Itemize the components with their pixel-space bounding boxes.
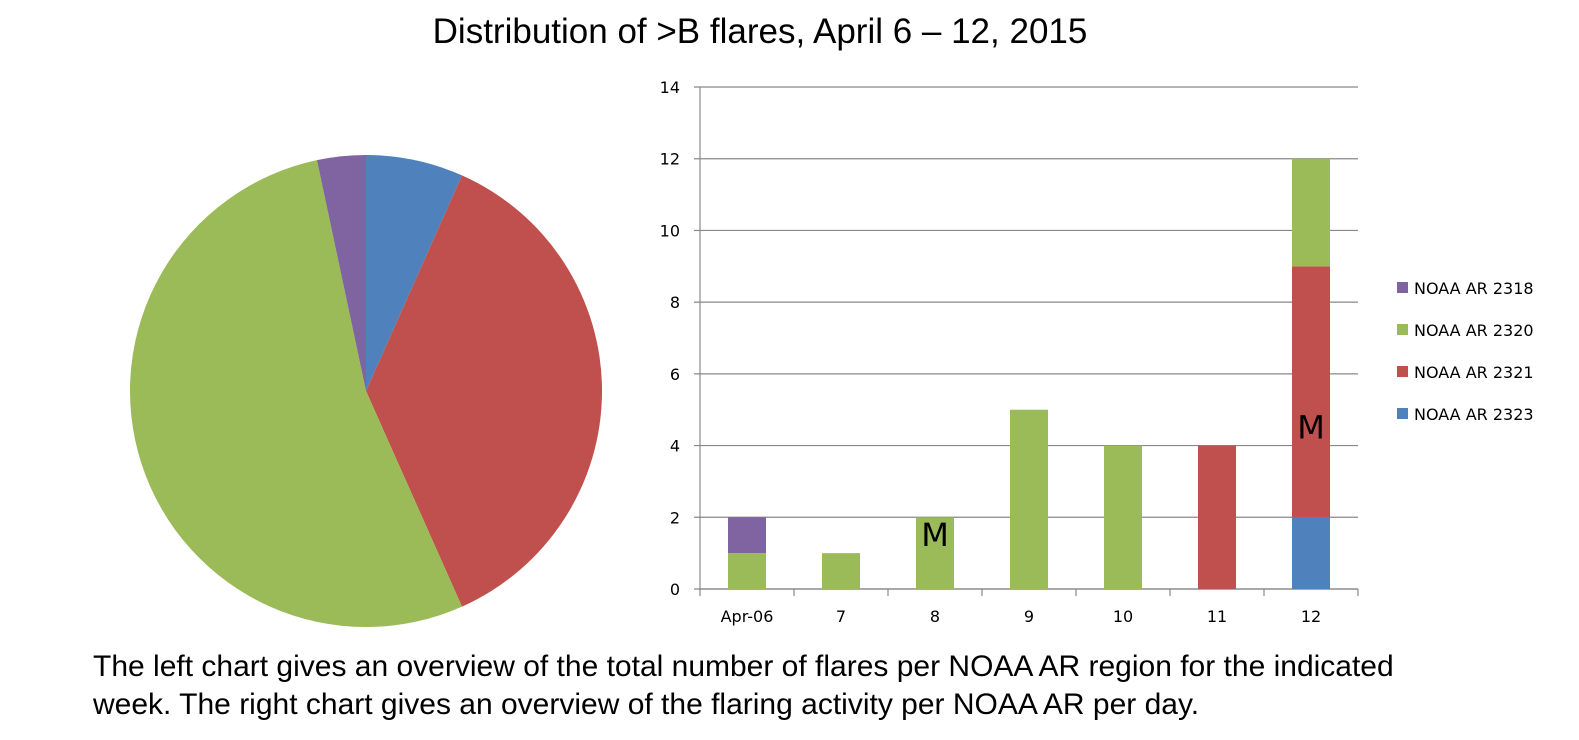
bar-12-noaa-ar-2323 xyxy=(1292,517,1330,589)
y-tick-label: 14 xyxy=(660,78,680,97)
pie-slice-noaa-ar-2321 xyxy=(366,175,602,607)
x-tick-label: 10 xyxy=(1113,607,1133,626)
y-tick-label: 8 xyxy=(670,293,680,312)
chart-title: Distribution of >B flares, April 6 – 12,… xyxy=(432,12,1088,51)
bar-apr-06-noaa-ar-2318 xyxy=(728,517,766,554)
pie-slice-noaa-ar-2318 xyxy=(316,155,366,391)
pie-slice-noaa-ar-2320 xyxy=(130,160,462,627)
bar-apr-06-noaa-ar-2320 xyxy=(728,553,766,589)
annotation-m: M xyxy=(1297,409,1325,447)
bar-9-noaa-ar-2320 xyxy=(1010,409,1048,589)
figure: 0 2 4 6 8 10 12 14 Apr-06 7 8 9 10 11 12 M M NOAA AR 231… xyxy=(130,78,1534,627)
bar-10-noaa-ar-2320 xyxy=(1104,445,1142,589)
y-tick-label: 4 xyxy=(670,437,680,456)
caption-line-2: week. The right chart gives an overview … xyxy=(93,688,1200,721)
y-tick-label: 6 xyxy=(670,365,680,384)
x-tick-label: 8 xyxy=(930,607,940,626)
legend-label-noaa-ar-2321: NOAA AR 2321 xyxy=(1414,363,1534,382)
legend: NOAA AR 2318 NOAA AR 2320 NOAA AR 2321 NOAA… xyxy=(1397,279,1534,424)
x-tick-label: 11 xyxy=(1207,607,1227,626)
pie-slice-noaa-ar-2323 xyxy=(366,155,462,391)
y-tick-label: 10 xyxy=(660,221,680,240)
caption-line-1: The left chart gives an overview of the … xyxy=(93,650,1394,683)
x-tick-label: Apr-06 xyxy=(721,607,774,626)
legend-swatch-noaa-ar-2318 xyxy=(1397,282,1408,293)
legend-swatch-noaa-ar-2320 xyxy=(1397,324,1408,335)
bar-7-noaa-ar-2320 xyxy=(822,553,860,589)
bar-11-noaa-ar-2321 xyxy=(1198,445,1236,589)
bar-8-noaa-ar-2320 xyxy=(916,517,954,589)
pie-chart xyxy=(130,155,602,627)
bar-12-noaa-ar-2321 xyxy=(1292,266,1330,518)
caption: The left chart gives an overview of the … xyxy=(93,648,1563,724)
legend-label-noaa-ar-2323: NOAA AR 2323 xyxy=(1414,405,1534,424)
stacked-bar-chart: 0 2 4 6 8 10 12 14 Apr-06 7 8 9 10 11 12 M M xyxy=(660,78,1359,626)
x-tick-label: 9 xyxy=(1024,607,1034,626)
legend-label-noaa-ar-2318: NOAA AR 2318 xyxy=(1414,279,1534,298)
y-tick-label: 2 xyxy=(670,508,680,527)
y-tick-label: 0 xyxy=(670,580,680,599)
annotation-m: M xyxy=(921,516,949,554)
x-tick-label: 12 xyxy=(1301,607,1321,626)
x-tick-label: 7 xyxy=(836,607,846,626)
bar-12-noaa-ar-2320 xyxy=(1292,158,1330,267)
y-tick-label: 12 xyxy=(660,150,680,169)
legend-swatch-noaa-ar-2323 xyxy=(1397,408,1408,419)
legend-swatch-noaa-ar-2321 xyxy=(1397,366,1408,377)
legend-label-noaa-ar-2320: NOAA AR 2320 xyxy=(1414,321,1534,340)
